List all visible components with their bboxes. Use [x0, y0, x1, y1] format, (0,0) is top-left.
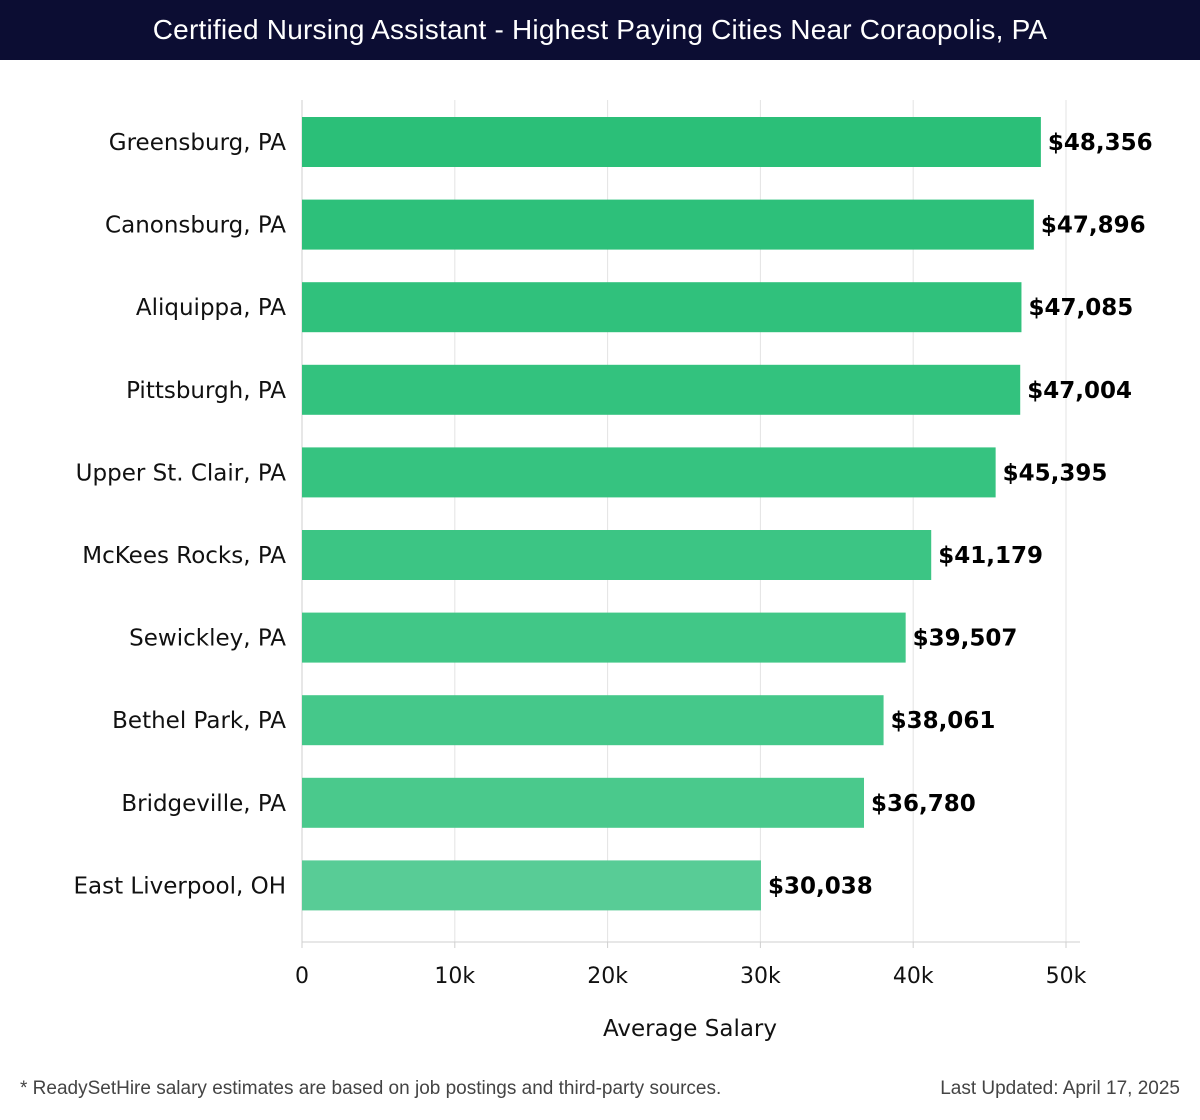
value-label: $39,507 [913, 626, 1018, 652]
bar [302, 530, 932, 580]
bar [302, 695, 884, 746]
category-label: Aliquippa, PA [136, 295, 286, 321]
value-label: $41,179 [938, 543, 1043, 569]
x-tick-label: 50k [1046, 964, 1087, 989]
x-tick-label: 20k [587, 964, 628, 989]
category-label: Greensburg, PA [109, 130, 286, 156]
category-label: Bridgeville, PA [121, 791, 286, 817]
value-label: $47,896 [1041, 213, 1146, 239]
bar [302, 860, 761, 911]
bar-chart: Greensburg, PA $48,356 Canonsburg, PA $47,8… [73, 100, 1153, 1042]
value-label: $48,356 [1048, 130, 1153, 156]
category-label: Canonsburg, PA [105, 213, 286, 239]
bar [302, 117, 1041, 167]
chart-title-bar: Certified Nursing Assistant - Highest Pa… [0, 0, 1200, 60]
category-label: Sewickley, PA [129, 626, 286, 652]
value-label: $47,085 [1028, 295, 1133, 321]
category-label: Upper St. Clair, PA [76, 460, 287, 486]
x-tick-label: 40k [893, 964, 934, 989]
category-label: East Liverpool, OH [73, 873, 286, 899]
footer-note: * ReadySetHire salary estimates are base… [20, 1078, 722, 1099]
category-label: McKees Rocks, PA [82, 543, 286, 569]
bar [302, 199, 1034, 250]
chart-title: Certified Nursing Assistant - Highest Pa… [152, 14, 1048, 45]
category-label: Bethel Park, PA [112, 708, 286, 734]
bar [302, 447, 996, 498]
value-label: $36,780 [871, 791, 976, 817]
x-tick-label: 10k [434, 964, 475, 989]
x-axis-title: Average Salary [603, 1016, 777, 1042]
value-label: $45,395 [1003, 460, 1108, 486]
value-label: $30,038 [768, 873, 873, 899]
category-label: Pittsburgh, PA [126, 378, 286, 404]
bar [302, 282, 1022, 333]
bar [302, 777, 864, 828]
bar [302, 364, 1021, 415]
last-updated: Last Updated: April 17, 2025 [940, 1078, 1180, 1099]
x-tick-label: 0 [295, 964, 309, 989]
value-label: $47,004 [1027, 378, 1132, 404]
value-label: $38,061 [891, 708, 996, 734]
bar [302, 612, 906, 663]
x-tick-label: 30k [740, 964, 781, 989]
